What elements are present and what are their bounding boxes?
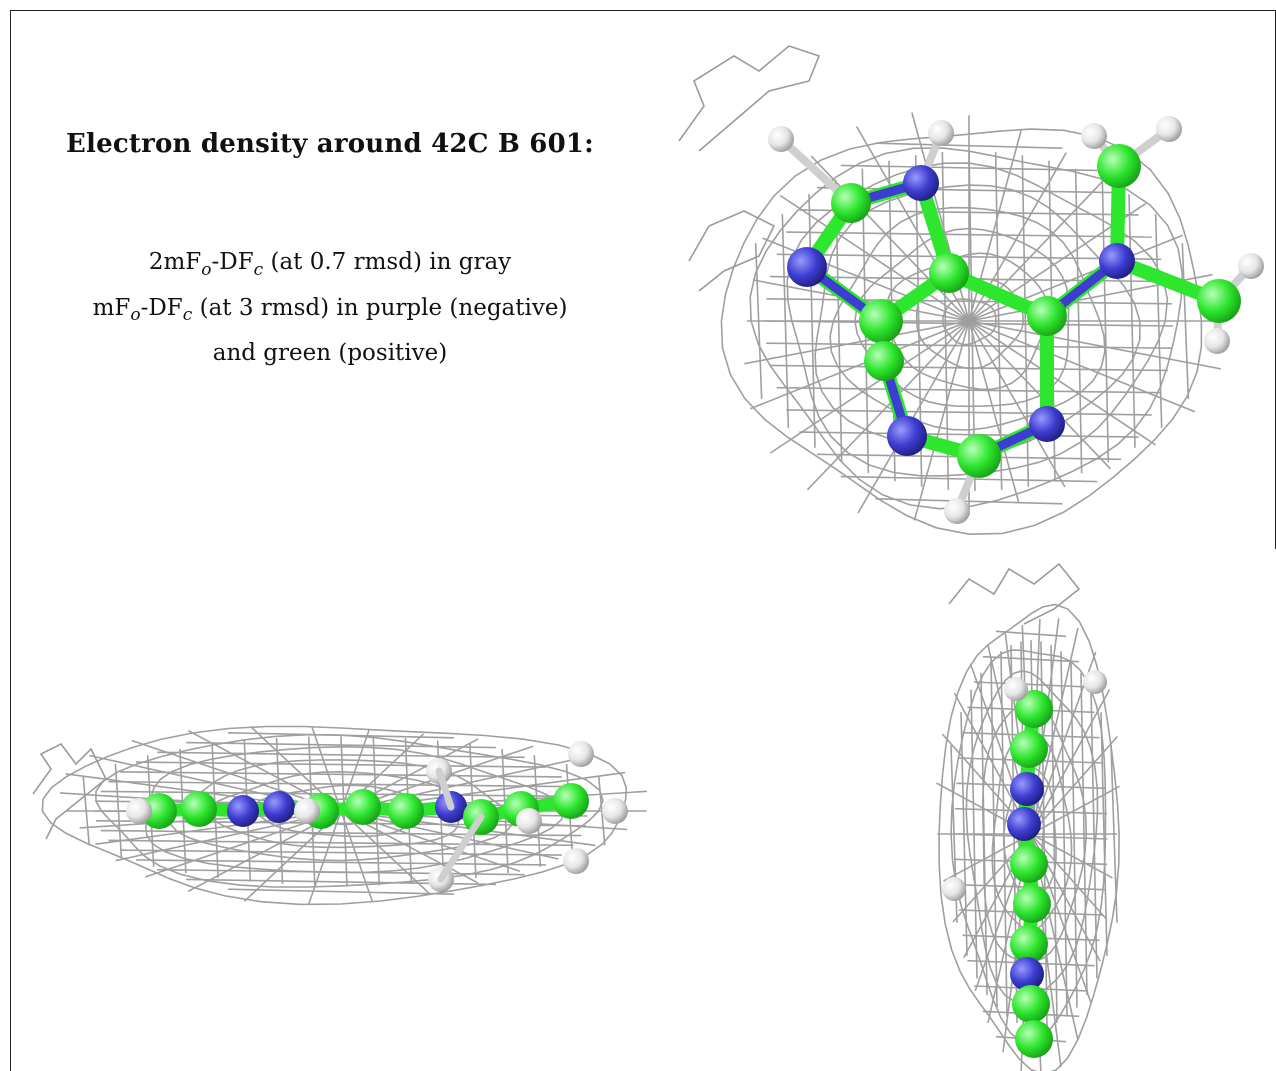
hydrogen-atom xyxy=(1081,123,1107,149)
positive-density-blob xyxy=(864,341,904,381)
hydrogen-atom xyxy=(602,798,628,824)
positive-density-blob xyxy=(1197,279,1241,323)
density-mesh-fragment xyxy=(32,742,108,840)
positive-density-blob xyxy=(1010,845,1048,883)
positive-density-blob xyxy=(388,793,424,829)
negative-density-blob xyxy=(227,795,259,827)
density-side-view xyxy=(32,725,647,906)
positive-density-blob xyxy=(1012,985,1050,1023)
hydrogen-atom xyxy=(1004,677,1028,701)
positive-density-blob xyxy=(141,793,177,829)
positive-density-blob xyxy=(1010,730,1048,768)
negative-density-blob xyxy=(1010,772,1044,806)
density-edge-view xyxy=(936,562,1120,1071)
negative-density-blob xyxy=(1007,807,1041,841)
caption-line-mfo: mFo-DFc (at 3 rmsd) in purple (negative) xyxy=(92,294,568,326)
density-mesh-fragment xyxy=(948,562,1081,625)
caption-description: 2mFo-DFc (at 0.7 rmsd) in gray mFo-DFc (… xyxy=(11,243,649,372)
hydrogen-atom xyxy=(1156,116,1182,142)
density-top-view xyxy=(678,45,1264,536)
positive-density-blob xyxy=(1015,690,1053,728)
positive-density-blob xyxy=(859,299,903,343)
positive-density-blob xyxy=(929,253,969,293)
caption: Electron density around 42C B 601: 2mFo-… xyxy=(11,11,649,549)
bond xyxy=(437,813,485,883)
hydrogen-atom xyxy=(768,126,794,152)
negative-density-blob xyxy=(263,791,295,823)
caption-cell: Electron density around 42C B 601: 2mFo-… xyxy=(10,10,650,550)
hydrogen-atom xyxy=(568,741,594,767)
hydrogen-atom xyxy=(516,808,542,834)
negative-density-blob xyxy=(1010,957,1044,991)
negative-density-blob xyxy=(887,416,927,456)
negative-density-blob xyxy=(1099,243,1135,279)
density-mesh-fragment xyxy=(678,45,821,152)
positive-density-blob xyxy=(345,789,381,825)
positive-density-blob xyxy=(1097,144,1141,188)
hydrogen-atom xyxy=(944,498,970,524)
hydrogen-atom xyxy=(1204,328,1230,354)
hydrogen-atom xyxy=(1238,253,1264,279)
density-side-view-cell xyxy=(10,549,650,1071)
caption-line-colors: and green (positive) xyxy=(212,340,448,367)
hydrogen-atom xyxy=(1083,670,1107,694)
positive-density-blob xyxy=(181,791,217,827)
hydrogen-atom xyxy=(563,848,589,874)
positive-density-blob xyxy=(553,783,589,819)
positive-density-blob xyxy=(1010,925,1048,963)
negative-density-blob xyxy=(787,247,827,287)
hydrogen-atom xyxy=(942,877,966,901)
caption-line-2mfo: 2mFo-DFc (at 0.7 rmsd) in gray xyxy=(148,249,512,280)
figure-grid: Electron density around 42C B 601: 2mFo-… xyxy=(10,10,1276,1071)
negative-density-blob xyxy=(903,165,939,201)
caption-title: Electron density around 42C B 601: xyxy=(66,129,594,159)
positive-density-blob xyxy=(1027,296,1067,336)
positive-density-blob xyxy=(831,183,871,223)
density-top-view-cell xyxy=(649,10,1276,550)
negative-density-blob xyxy=(1029,406,1065,442)
hydrogen-atom xyxy=(928,120,954,146)
density-edge-view-cell xyxy=(649,549,1276,1071)
bond xyxy=(435,767,455,811)
density-mesh-fragment xyxy=(688,210,776,292)
positive-density-blob xyxy=(957,434,1001,478)
hydrogen-atom xyxy=(294,798,320,824)
positive-density-blob xyxy=(1015,1020,1053,1058)
hydrogen-atom xyxy=(126,798,152,824)
positive-density-blob xyxy=(1013,885,1051,923)
